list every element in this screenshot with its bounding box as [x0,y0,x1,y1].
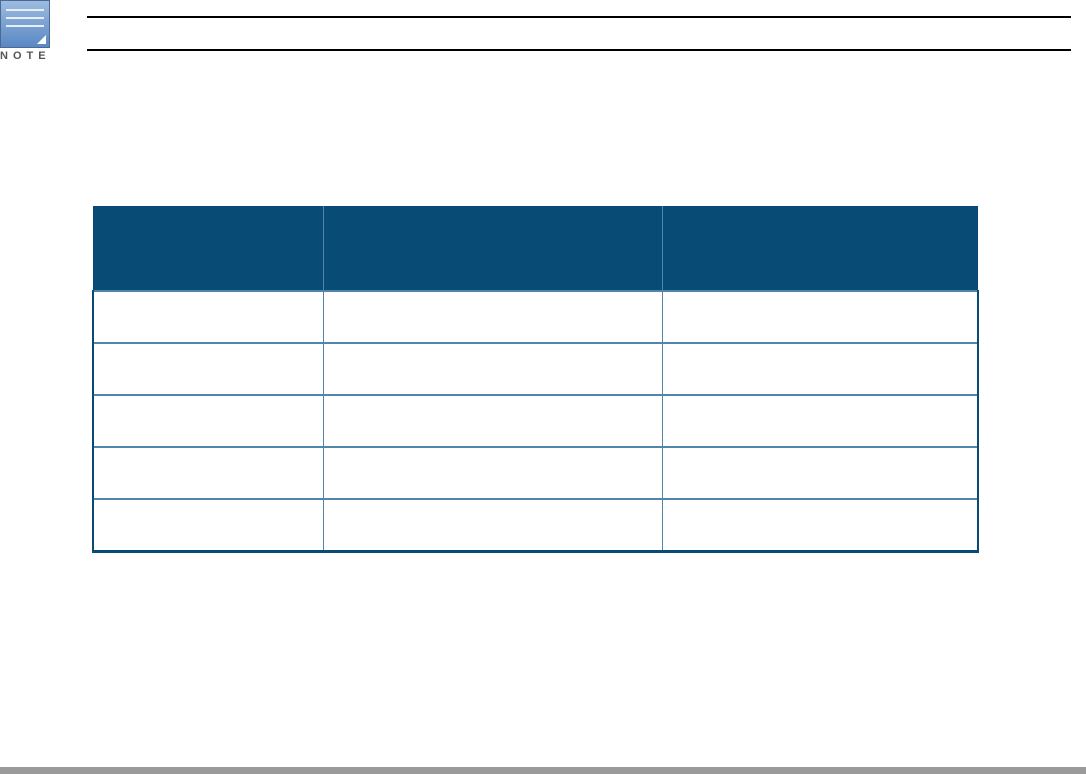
table-cell [322,394,662,447]
table-cell [322,498,662,553]
table-header-cell [322,206,662,291]
table-row [92,446,979,499]
data-table [92,206,979,553]
table-cell [661,394,979,447]
note-top-rule [87,16,1071,18]
note-page-graphic [0,0,50,48]
table-cell [661,446,979,499]
table-row [92,342,979,395]
table-header-cell [661,206,978,291]
table-cell [322,290,662,343]
table-cell [661,498,979,553]
table-header-cell [93,206,323,291]
table-cell [322,446,662,499]
table-cell [92,290,323,343]
note-label: NOTE [0,50,51,62]
footer-bar [0,767,1086,774]
table-cell [92,498,323,553]
table-cell [92,394,323,447]
table-cell [92,342,323,395]
note-bottom-rule [87,49,1071,51]
table-row [92,290,979,343]
note-icon: NOTE [0,0,51,64]
table-cell [661,342,979,395]
table-row [92,394,979,447]
table-header-row [93,206,978,291]
table-cell [322,342,662,395]
table-row [92,498,979,553]
table-cell [92,446,323,499]
table-cell [661,290,979,343]
